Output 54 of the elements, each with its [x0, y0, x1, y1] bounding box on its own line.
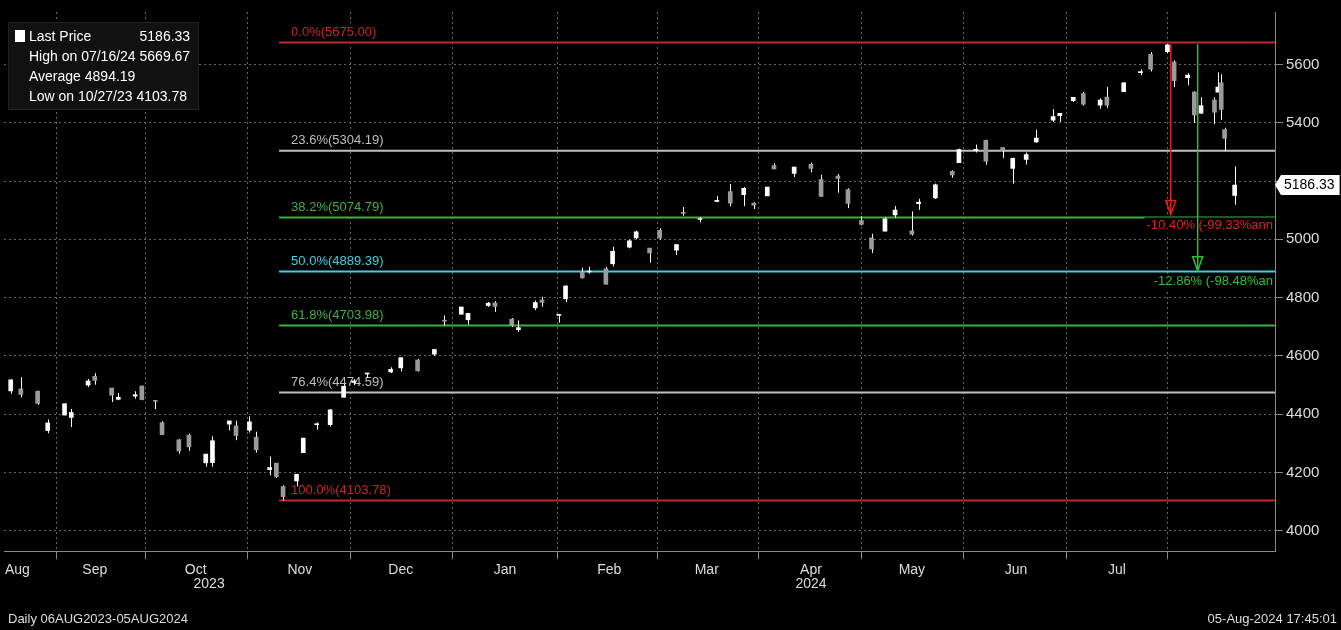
- candlestick: [610, 246, 615, 267]
- text: 5186.33: [1284, 175, 1335, 192]
- candlestick: [253, 431, 259, 454]
- candlestick: [68, 408, 74, 428]
- x-tick-label: Feb: [597, 561, 622, 578]
- ref-line-label: 100.0%(4103.78): [291, 481, 391, 497]
- candlestick: [1010, 157, 1016, 185]
- ref-line-label: 50.0%(4889.39): [291, 252, 384, 268]
- ref-line-label: 61.8%(4703.98): [291, 306, 384, 322]
- x-tick-label: Oct: [184, 561, 207, 578]
- candlestick: [1212, 96, 1217, 125]
- y-tick-label: 4600: [1286, 346, 1320, 364]
- text: Daily 06AUG2023-05AUG2024: [8, 611, 188, 627]
- x-tick-label: Sep: [82, 561, 108, 578]
- x-tick-label: Jan: [493, 561, 517, 578]
- candlestick: [741, 186, 747, 207]
- y-tick-label: 4200: [1286, 462, 1320, 480]
- candlestick: [210, 435, 215, 468]
- candlestick: [18, 376, 24, 398]
- ref-line-label: 76.4%(4474.59): [291, 373, 384, 389]
- y-tick-label: 5000: [1286, 229, 1320, 247]
- annotation: 5186.33: [139, 27, 191, 46]
- annotation: Average 4894.19: [28, 67, 137, 86]
- y-tick-label: 5400: [1286, 112, 1320, 130]
- ref-line-label: 38.2%(5074.79): [291, 198, 384, 214]
- x-tick-label: Jul: [1108, 561, 1126, 578]
- x-tick-label: Apr: [800, 561, 823, 578]
- candlestick: [1148, 51, 1153, 72]
- y-tick-label: 4000: [1286, 520, 1320, 538]
- candlestick: [442, 314, 447, 327]
- candlestick: [267, 455, 272, 476]
- x-tick-label: Dec: [388, 561, 414, 578]
- ref-line-label: 23.6%(5304.19): [291, 131, 384, 147]
- candlestick: [1222, 127, 1227, 152]
- annotation: -12.86% (-98.48%an: [1153, 272, 1274, 288]
- candlestick: [727, 183, 733, 207]
- legend-label: Last Price: [28, 27, 92, 46]
- candlestick: [1232, 165, 1237, 206]
- text: 05-Aug-2024 17:45:01: [1207, 611, 1337, 627]
- x-tick-label: Mar: [694, 561, 720, 578]
- ref-line-label: 0.0%(5675.00): [291, 23, 377, 39]
- y-tick-label: 5600: [1286, 54, 1320, 72]
- x-tick-label: Jun: [1004, 561, 1028, 578]
- annotation: -10.40% (-99.33%ann: [1146, 216, 1274, 232]
- x-tick-label: May: [898, 561, 926, 578]
- y-tick-label: 4800: [1286, 287, 1320, 305]
- annotation: High on 07/16/24 5669.67: [28, 47, 191, 66]
- candlestick: [869, 233, 874, 254]
- annotation: Low on 10/27/23 4103.78: [28, 87, 189, 106]
- x-tick-label: Nov: [287, 561, 313, 578]
- candlestick: [1191, 90, 1197, 124]
- y-tick-label: 4400: [1286, 404, 1320, 422]
- x-tick-label: Aug: [4, 561, 30, 578]
- text: 2023: [193, 575, 225, 592]
